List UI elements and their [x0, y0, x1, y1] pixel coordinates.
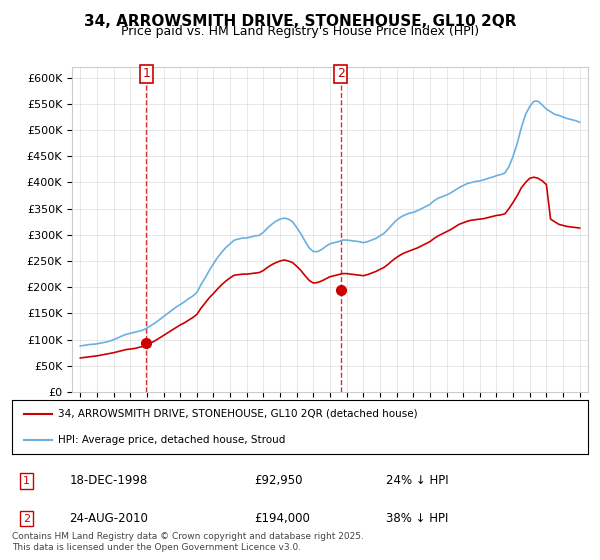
Text: 34, ARROWSMITH DRIVE, STONEHOUSE, GL10 2QR (detached house): 34, ARROWSMITH DRIVE, STONEHOUSE, GL10 2… [58, 409, 418, 419]
Text: £194,000: £194,000 [254, 512, 310, 525]
Text: 18-DEC-1998: 18-DEC-1998 [70, 474, 148, 487]
Text: 24-AUG-2010: 24-AUG-2010 [70, 512, 148, 525]
Text: 1: 1 [23, 476, 30, 486]
Text: 2: 2 [23, 514, 30, 524]
Text: 2: 2 [337, 67, 344, 80]
Text: 38% ↓ HPI: 38% ↓ HPI [386, 512, 449, 525]
Text: 34, ARROWSMITH DRIVE, STONEHOUSE, GL10 2QR: 34, ARROWSMITH DRIVE, STONEHOUSE, GL10 2… [84, 14, 516, 29]
Text: Contains HM Land Registry data © Crown copyright and database right 2025.
This d: Contains HM Land Registry data © Crown c… [12, 532, 364, 552]
Text: HPI: Average price, detached house, Stroud: HPI: Average price, detached house, Stro… [58, 435, 286, 445]
Text: Price paid vs. HM Land Registry's House Price Index (HPI): Price paid vs. HM Land Registry's House … [121, 25, 479, 38]
Text: 24% ↓ HPI: 24% ↓ HPI [386, 474, 449, 487]
Text: 1: 1 [142, 67, 150, 80]
Text: £92,950: £92,950 [254, 474, 302, 487]
